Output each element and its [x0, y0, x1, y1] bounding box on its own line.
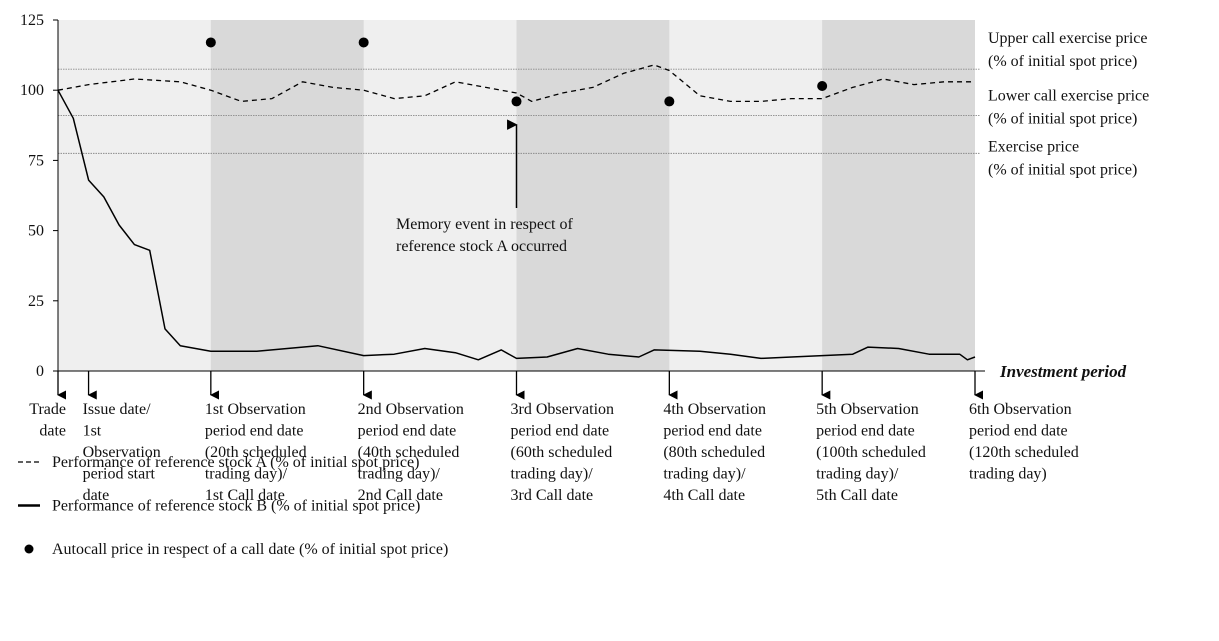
autocall-point [817, 80, 828, 91]
series-line [57, 64, 975, 103]
x-marker-label: (100th scheduled [816, 444, 926, 461]
x-marker-label: period end date [816, 423, 915, 440]
legend-label: Performance of reference stock B (% of i… [52, 498, 420, 515]
legend-label: Performance of reference stock A (% of i… [52, 454, 419, 471]
y-tick-label: 0 [36, 363, 44, 380]
x-marker-label: 1st [83, 423, 102, 440]
y-tick-label: 125 [20, 12, 44, 29]
y-tick-label: 25 [28, 293, 44, 310]
reference-label: Lower call exercise price [988, 87, 1149, 104]
x-marker-label: 3rd Observation [511, 401, 615, 418]
reference-label: Exercise price [988, 138, 1079, 155]
x-marker-label: date [39, 423, 66, 440]
x-marker-label: (20th scheduled [205, 444, 307, 461]
autocall-point [664, 96, 675, 107]
x-marker-label: 1st Observation [205, 401, 306, 418]
x-marker-label: date [83, 487, 110, 504]
reference-label: (% of initial spot price) [988, 110, 1137, 127]
x-marker-label: trading day)/ [205, 466, 288, 483]
x-marker-label: 4th Call date [663, 487, 745, 504]
x-marker-label: 5th Call date [816, 487, 898, 504]
x-marker-label: trading day)/ [816, 466, 899, 483]
x-marker-label: Observation [83, 444, 161, 461]
autocall-point [205, 37, 216, 48]
series-line [57, 89, 976, 361]
x-marker-label: Trade [29, 401, 66, 418]
reference-label: Upper call exercise price [988, 30, 1147, 47]
reference-label: (% of initial spot price) [988, 161, 1137, 178]
legend-label: Autocall price in respect of a call date… [52, 541, 448, 558]
x-marker-label: 1st Call date [205, 487, 285, 504]
y-tick-label: 75 [28, 152, 44, 169]
shaded-period [516, 20, 670, 371]
y-tick-label: 100 [20, 82, 44, 99]
autocall-point [358, 37, 369, 48]
x-marker-label: period end date [969, 423, 1068, 440]
x-marker-label: trading day)/ [511, 466, 594, 483]
x-marker-label: 5th Observation [816, 401, 919, 418]
x-marker-label: (80th scheduled [663, 444, 765, 461]
x-marker-label: period end date [511, 423, 610, 440]
shaded-period [822, 20, 975, 371]
y-tick-label: 50 [28, 223, 44, 240]
annotation-text: Memory event in respect of [396, 216, 574, 233]
x-axis-label: Investment period [999, 362, 1127, 381]
x-marker-label: trading day)/ [663, 466, 746, 483]
x-marker-label: (40th scheduled [358, 444, 460, 461]
x-marker-label: 2nd Call date [358, 487, 443, 504]
x-marker-label: period end date [663, 423, 762, 440]
reference-label: (% of initial spot price) [988, 53, 1137, 70]
shaded-period [210, 20, 364, 371]
x-marker-label: 2nd Observation [358, 401, 464, 418]
x-marker-label: 3rd Call date [511, 487, 594, 504]
x-marker-label: 6th Observation [969, 401, 1072, 418]
autocall-point [511, 96, 522, 107]
x-marker-label: period end date [205, 423, 304, 440]
x-marker-label: (60th scheduled [511, 444, 613, 461]
x-marker-label: 4th Observation [663, 401, 766, 418]
x-marker-label: (120th scheduled [969, 444, 1079, 461]
x-marker-label: period start [83, 466, 156, 483]
x-marker-label: trading day) [969, 466, 1047, 483]
x-marker-label: trading day)/ [358, 466, 441, 483]
legend-symbol [24, 544, 34, 554]
annotation-text: reference stock A occurred [396, 238, 567, 255]
x-marker-label: Issue date/ [83, 401, 152, 418]
x-marker-label: period end date [358, 423, 457, 440]
